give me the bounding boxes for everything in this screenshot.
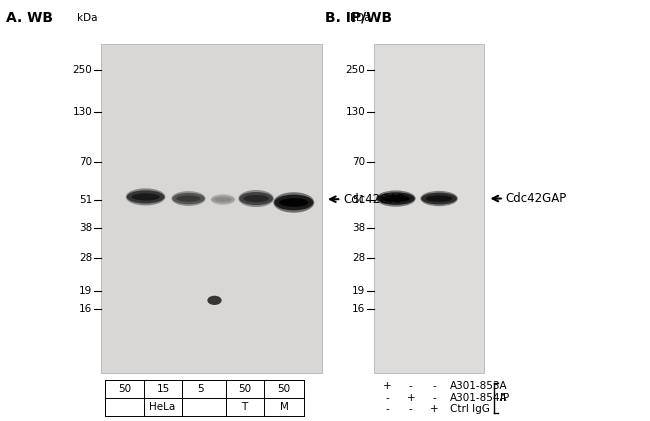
- Bar: [374, 44, 484, 373]
- Ellipse shape: [211, 195, 235, 204]
- Text: -: -: [409, 404, 413, 414]
- Text: 15: 15: [157, 384, 170, 394]
- Text: 5: 5: [197, 384, 203, 394]
- Text: 130: 130: [73, 107, 92, 117]
- Ellipse shape: [239, 192, 273, 205]
- Text: T: T: [241, 402, 248, 412]
- Ellipse shape: [376, 190, 415, 207]
- Text: Ctrl IgG: Ctrl IgG: [450, 404, 489, 414]
- Text: 51: 51: [79, 195, 92, 205]
- Ellipse shape: [126, 188, 165, 205]
- Text: 250: 250: [73, 66, 92, 75]
- Bar: [101, 44, 322, 373]
- Text: B. IP/WB: B. IP/WB: [325, 11, 392, 24]
- Text: -: -: [432, 381, 436, 392]
- Text: -: -: [385, 404, 389, 414]
- Text: -: -: [385, 393, 389, 403]
- Text: +: +: [383, 381, 392, 392]
- Text: +: +: [406, 393, 415, 403]
- Text: 38: 38: [79, 223, 92, 233]
- Text: -: -: [432, 393, 436, 403]
- Text: Cdc42GAP: Cdc42GAP: [343, 193, 404, 206]
- Ellipse shape: [239, 190, 274, 207]
- Ellipse shape: [176, 195, 201, 202]
- Text: 16: 16: [79, 304, 92, 314]
- Ellipse shape: [127, 190, 164, 203]
- Ellipse shape: [214, 197, 232, 202]
- Text: 130: 130: [346, 107, 365, 117]
- Text: 38: 38: [352, 223, 365, 233]
- Text: Cdc42GAP: Cdc42GAP: [506, 192, 567, 205]
- Text: 50: 50: [118, 384, 131, 394]
- Text: 70: 70: [79, 157, 92, 168]
- Text: 51: 51: [352, 195, 365, 205]
- Text: 28: 28: [352, 253, 365, 263]
- Text: A301-853A: A301-853A: [450, 381, 508, 392]
- Ellipse shape: [279, 198, 308, 207]
- Text: 16: 16: [352, 304, 365, 314]
- Ellipse shape: [172, 191, 205, 206]
- Text: 50: 50: [278, 384, 291, 394]
- Ellipse shape: [211, 194, 235, 205]
- Text: M: M: [280, 402, 289, 412]
- Text: HeLa: HeLa: [150, 402, 176, 412]
- Text: -: -: [409, 381, 413, 392]
- Text: 28: 28: [79, 253, 92, 263]
- Text: 70: 70: [352, 157, 365, 168]
- Text: 50: 50: [238, 384, 251, 394]
- Ellipse shape: [382, 195, 410, 202]
- Text: 19: 19: [79, 286, 92, 296]
- Ellipse shape: [131, 193, 160, 200]
- Ellipse shape: [377, 192, 415, 205]
- Ellipse shape: [243, 195, 269, 202]
- Ellipse shape: [274, 195, 313, 210]
- Circle shape: [207, 296, 222, 305]
- Text: IP: IP: [500, 393, 509, 403]
- Ellipse shape: [421, 193, 457, 205]
- Text: +: +: [430, 404, 439, 414]
- Text: 250: 250: [346, 66, 365, 75]
- Ellipse shape: [426, 195, 452, 202]
- Ellipse shape: [172, 193, 205, 204]
- Ellipse shape: [273, 192, 315, 213]
- Text: A. WB: A. WB: [6, 11, 53, 24]
- Text: A301-854A: A301-854A: [450, 393, 508, 403]
- Text: kDa: kDa: [350, 13, 370, 23]
- Text: kDa: kDa: [77, 13, 98, 23]
- Text: 19: 19: [352, 286, 365, 296]
- Ellipse shape: [421, 191, 458, 206]
